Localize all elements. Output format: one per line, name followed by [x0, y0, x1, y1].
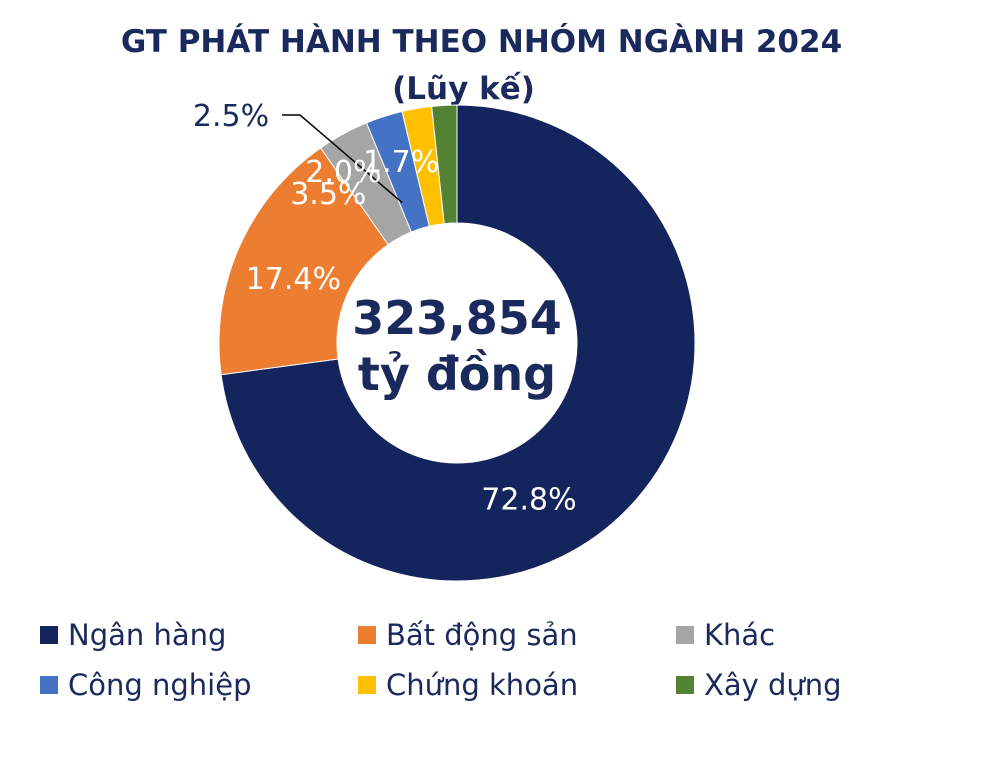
legend-item-khac: Khác [676, 618, 775, 652]
data-label-6: 1.7% [363, 145, 439, 180]
legend-label: Công nghiệp [68, 668, 252, 702]
chart-title: GT PHÁT HÀNH THEO NHÓM NGÀNH 2024 [120, 24, 843, 60]
legend-item-cong-nghiep: Công nghiệp [40, 668, 251, 702]
slice-2 [218, 147, 389, 376]
center-total-unit: tỷ đồng [358, 347, 556, 401]
legend-label: Bất động sản [386, 618, 578, 652]
data-label-3: 3.5% [290, 177, 366, 212]
legend-swatch [676, 676, 694, 694]
legend-item-xay-dung: Xây dựng [676, 668, 842, 702]
legend-label: Chứng khoán [386, 668, 579, 702]
data-label-5: 2.0% [305, 155, 381, 190]
legend-swatch [40, 626, 58, 644]
data-label-1: 72.8% [481, 483, 576, 518]
legend-label: Xây dựng [704, 668, 842, 702]
legend-swatch [676, 626, 694, 644]
legend-swatch [358, 626, 376, 644]
slice-1 [220, 104, 696, 582]
legend-label: Khác [704, 618, 776, 652]
legend-label: Ngân hàng [68, 618, 227, 652]
legend-item-bat-dong-san: Bất động sản [358, 618, 578, 652]
legend-item-chung-khoan: Chứng khoán [358, 668, 578, 702]
legend-swatch [40, 676, 58, 694]
chart-subtitle: (Lũy kế) [392, 71, 535, 107]
legend-swatch [358, 676, 376, 694]
data-label-2: 17.4% [246, 262, 341, 297]
data-label-4: 2.5% [193, 99, 269, 134]
center-total-value: 323,854 [352, 291, 562, 345]
legend-item-ngan-hang: Ngân hàng [40, 618, 226, 652]
slice-6 [431, 104, 458, 225]
callout-line [282, 114, 403, 204]
